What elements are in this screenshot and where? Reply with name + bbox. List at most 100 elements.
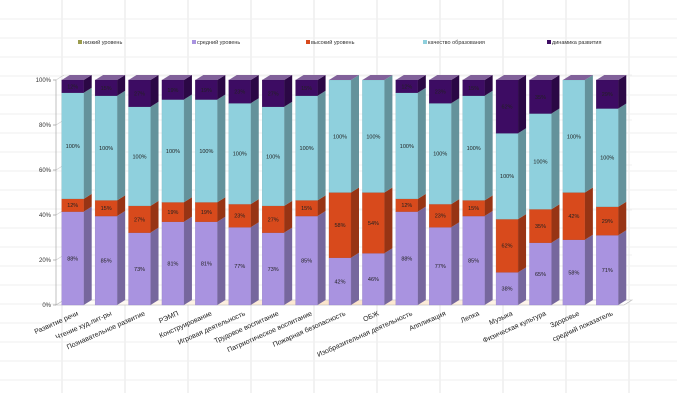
bar-side xyxy=(618,75,627,109)
bar-top xyxy=(529,75,560,80)
legend-label: низкий уровень xyxy=(83,39,122,46)
data-label: 73% xyxy=(134,267,145,273)
data-label: 12% xyxy=(401,84,412,90)
data-label: 38% xyxy=(502,287,513,293)
y-tick-label: 0% xyxy=(42,303,51,309)
bar-side xyxy=(551,237,560,305)
bar-side xyxy=(618,103,627,207)
bar-group: 65% 35% 100% 35% xyxy=(529,75,560,306)
bar-side xyxy=(117,90,126,201)
bar-side xyxy=(417,206,426,305)
bar-side xyxy=(351,252,359,305)
y-tick-label: 40% xyxy=(39,213,52,219)
bar-side xyxy=(150,101,159,206)
data-label: 15% xyxy=(301,206,312,212)
bar-side xyxy=(551,108,560,210)
bar-side xyxy=(384,187,393,254)
bar-side xyxy=(317,195,326,217)
data-label: 100% xyxy=(199,149,213,155)
bar-top xyxy=(195,75,226,80)
y-tick-label: 100% xyxy=(36,78,52,84)
y-grid-depth xyxy=(55,74,65,81)
data-label: 42% xyxy=(334,279,345,285)
legend-swatch xyxy=(192,40,196,44)
x-tick-label: ОБЖ xyxy=(362,310,380,323)
bar-side xyxy=(183,197,192,222)
data-label: 19% xyxy=(201,88,212,94)
data-label: 100% xyxy=(567,134,581,140)
data-label: 100% xyxy=(266,154,280,160)
bar-group: 38% 62% 100% 62% xyxy=(495,75,527,306)
legend-label: динамика развития xyxy=(552,40,602,46)
bar-side xyxy=(250,98,259,205)
bar-side xyxy=(484,90,493,201)
legend-swatch xyxy=(423,40,427,44)
data-label: 23% xyxy=(435,214,446,220)
bar-side xyxy=(83,206,92,305)
bar-group: 73% 27% 100% 27% xyxy=(128,75,159,306)
data-label: 100% xyxy=(533,159,547,165)
bar-group: 81% 19% 100% 19% xyxy=(161,75,192,306)
x-tick-label: средний показатель xyxy=(551,309,614,343)
bar-side xyxy=(117,211,126,305)
data-label: 35% xyxy=(535,95,546,101)
data-label: 81% xyxy=(167,261,178,267)
bar-side xyxy=(351,75,359,193)
bar-side xyxy=(117,195,126,217)
bar-group: 42% 58% 100% xyxy=(328,75,359,306)
bar-group: 77% 23% 100% 23% xyxy=(228,75,259,306)
bar-top xyxy=(61,75,92,80)
legend-label: высокий уровень xyxy=(311,39,355,46)
legend-swatch xyxy=(78,40,82,44)
x-tick-label: Аппликация xyxy=(409,310,448,332)
bar-side xyxy=(584,234,593,305)
data-label: 100% xyxy=(132,154,146,160)
bar-group: 88% 12% 100% 12% xyxy=(61,75,92,306)
bar-group: 73% 27% 100% 27% xyxy=(262,75,293,306)
bar-side xyxy=(317,90,326,201)
data-label: 27% xyxy=(268,91,279,97)
bar-top xyxy=(562,75,593,80)
data-label: 15% xyxy=(301,86,312,92)
bar-top xyxy=(596,75,627,80)
data-label: 100% xyxy=(433,152,447,158)
bar-top xyxy=(329,75,359,80)
legend-item: качество образования xyxy=(423,40,485,46)
data-label: 88% xyxy=(67,256,78,262)
data-label: 100% xyxy=(333,134,347,140)
bar-side xyxy=(284,200,293,233)
data-label: 62% xyxy=(502,105,513,111)
data-label: 58% xyxy=(568,270,579,276)
bar-side xyxy=(351,187,359,258)
data-label: 42% xyxy=(568,214,579,220)
data-label: 65% xyxy=(535,272,546,278)
data-label: 15% xyxy=(468,86,479,92)
data-label: 54% xyxy=(368,221,379,227)
bar-top xyxy=(496,75,527,80)
bar-side xyxy=(584,75,593,193)
data-label: 23% xyxy=(435,90,446,96)
bar-top xyxy=(395,75,426,80)
bar-side xyxy=(518,214,527,273)
bar-side xyxy=(518,267,527,305)
data-label: 29% xyxy=(602,92,613,98)
bar-group: 77% 23% 100% 23% xyxy=(429,75,460,306)
bar-side xyxy=(484,195,493,217)
bar-side xyxy=(250,199,259,228)
data-label: 81% xyxy=(201,261,212,267)
bar-top xyxy=(429,75,460,80)
bar-side xyxy=(317,75,326,96)
data-label: 73% xyxy=(268,267,279,273)
legend-label: качество образования xyxy=(428,40,485,46)
data-label: 29% xyxy=(602,219,613,225)
data-label: 100% xyxy=(500,174,514,180)
bar-side xyxy=(551,204,560,243)
legend-item: средний уровень xyxy=(192,39,240,46)
bar-group: 88% 12% 100% 12% xyxy=(395,75,426,306)
x-tick-label: Физическая культура xyxy=(482,310,547,344)
y-tick-label: 80% xyxy=(39,123,52,129)
bar-side xyxy=(284,227,293,305)
data-label: 100% xyxy=(66,144,80,150)
bar-top xyxy=(262,75,293,80)
